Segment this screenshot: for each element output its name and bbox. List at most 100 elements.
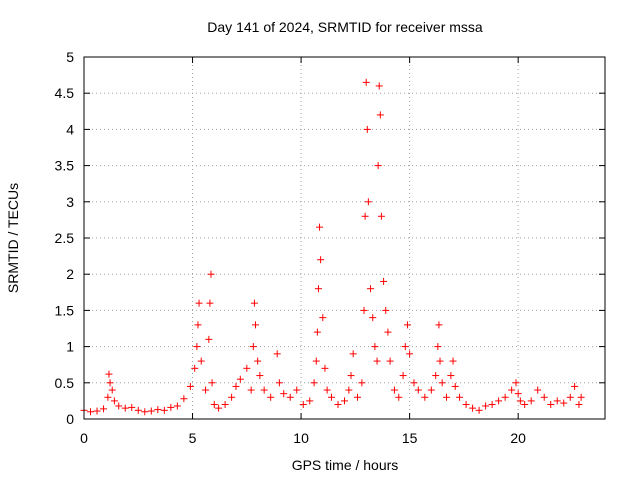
data-point <box>432 372 440 380</box>
data-point <box>104 393 112 401</box>
data-point <box>306 397 314 405</box>
data-point <box>488 401 496 409</box>
data-point <box>299 401 307 409</box>
data-point <box>395 393 403 401</box>
data-point <box>221 401 229 409</box>
chart-title: Day 141 of 2024, SRMTID for receiver mss… <box>207 19 483 35</box>
data-point <box>575 401 583 409</box>
axis-ticks: 0 0.5 1 1.5 2 2.5 3 3.5 4 4.5 5 0 5 10 15 20 <box>55 49 605 446</box>
data-point <box>514 390 522 398</box>
data-point <box>363 125 371 133</box>
y-tick-label: 2.5 <box>55 230 75 246</box>
x-tick-label: 5 <box>189 430 197 446</box>
data-point <box>228 393 236 401</box>
data-point <box>382 306 390 314</box>
data-point <box>451 382 459 390</box>
data-point <box>547 401 555 409</box>
data-point <box>410 379 418 387</box>
x-tick-label: 15 <box>402 430 418 446</box>
data-point <box>193 343 201 351</box>
data-point <box>527 397 535 405</box>
data-point <box>482 402 490 410</box>
data-point <box>160 406 168 414</box>
data-point <box>313 328 321 336</box>
data-point <box>534 386 542 394</box>
data-point <box>362 78 370 86</box>
data-point <box>373 357 381 365</box>
data-point <box>390 386 398 394</box>
data-point <box>327 393 335 401</box>
data-point <box>141 408 149 416</box>
data-point <box>100 405 108 413</box>
y-tick-label: 0 <box>66 411 74 427</box>
data-point <box>108 386 116 394</box>
data-point <box>462 401 470 409</box>
x-tick-label: 0 <box>80 430 88 446</box>
data-point <box>421 393 429 401</box>
data-point <box>540 393 548 401</box>
data-point <box>553 397 561 405</box>
data-point <box>403 321 411 329</box>
data-point <box>121 404 129 412</box>
data-point <box>312 357 320 365</box>
data-point <box>380 277 388 285</box>
data-point <box>384 328 392 336</box>
data-point <box>374 162 382 170</box>
data-point <box>571 382 579 390</box>
data-points <box>80 78 585 416</box>
data-point <box>105 370 113 378</box>
data-point <box>577 393 585 401</box>
y-tick-label: 1 <box>66 339 74 355</box>
data-point <box>512 379 520 387</box>
data-point <box>87 408 95 416</box>
data-point <box>475 406 483 414</box>
data-point <box>286 393 294 401</box>
data-point <box>449 357 457 365</box>
plot-frame <box>83 56 606 420</box>
data-point <box>267 393 275 401</box>
data-point <box>323 386 331 394</box>
y-tick-label: 5 <box>66 49 74 65</box>
data-point <box>236 375 244 383</box>
data-point <box>191 364 199 372</box>
data-point <box>249 343 257 351</box>
data-point <box>436 357 444 365</box>
data-point <box>427 386 435 394</box>
data-point <box>247 386 255 394</box>
y-axis-label: SRMTID / TECUs <box>5 183 21 293</box>
data-point <box>508 386 516 394</box>
data-point <box>401 343 409 351</box>
data-point <box>349 350 357 358</box>
y-tick-label: 1.5 <box>55 302 75 318</box>
data-point <box>358 379 366 387</box>
data-point <box>273 350 281 358</box>
data-point <box>173 402 181 410</box>
data-point <box>371 343 379 351</box>
data-point <box>438 379 446 387</box>
data-point <box>316 223 324 231</box>
data-point <box>243 364 251 372</box>
data-point <box>345 386 353 394</box>
data-point <box>215 404 223 412</box>
y-tick-label: 4 <box>66 121 74 137</box>
data-point <box>334 401 342 409</box>
data-point <box>93 407 101 415</box>
data-point <box>293 386 301 394</box>
data-point <box>202 386 210 394</box>
x-tick-label: 20 <box>510 430 526 446</box>
data-point <box>434 343 442 351</box>
data-point <box>566 393 574 401</box>
y-tick-label: 3.5 <box>55 158 75 174</box>
data-point <box>115 402 123 410</box>
data-point <box>194 321 202 329</box>
data-point <box>347 372 355 380</box>
data-point <box>180 395 188 403</box>
data-point <box>447 372 455 380</box>
data-point <box>250 299 258 307</box>
y-tick-label: 3 <box>66 194 74 210</box>
data-point <box>251 321 259 329</box>
data-point <box>210 401 218 409</box>
data-point <box>195 299 203 307</box>
data-point <box>495 397 503 405</box>
data-point <box>110 397 118 405</box>
